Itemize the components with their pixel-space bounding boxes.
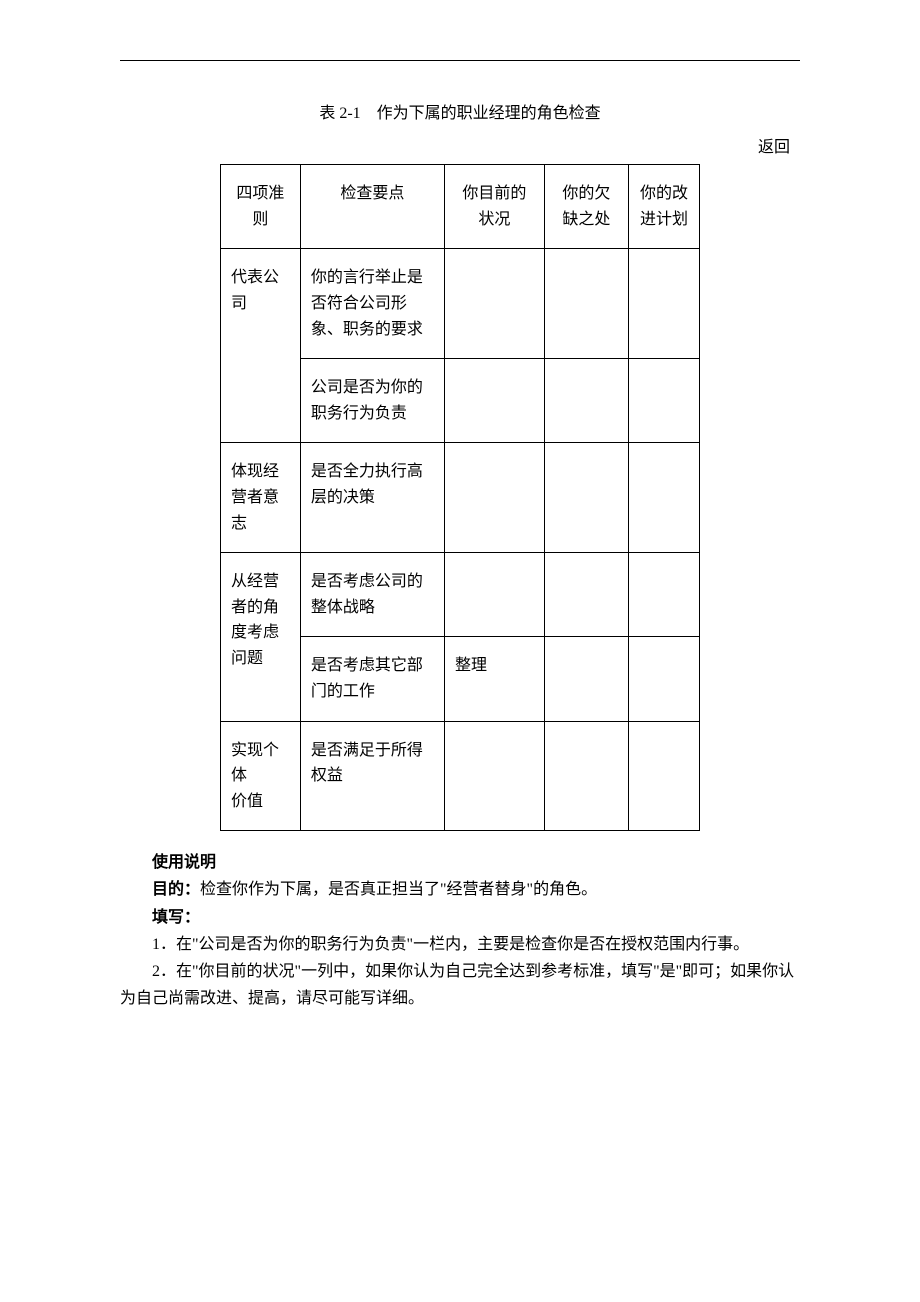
cell-current — [444, 443, 544, 553]
role-check-table: 四项准则 检查要点 你目前的状况 你的欠缺之处 你的改进计划 代表公司 你的言行… — [220, 164, 700, 831]
table-row: 体现经营者意志 是否全力执行高层的决策 — [221, 443, 700, 553]
table-row: 实现个体 价值 是否满足于所得权益 — [221, 721, 700, 831]
instructions-heading: 使用说明 — [120, 849, 800, 876]
cell-shortfall — [544, 359, 628, 443]
cell-current — [444, 721, 544, 831]
page-title: 表 2-1 作为下属的职业经理的角色检查 — [120, 101, 800, 127]
table-row: 代表公司 你的言行举止是否符合公司形象、职务的要求 — [221, 249, 700, 359]
cell-plan — [629, 721, 700, 831]
header-checkpoint: 检查要点 — [300, 165, 444, 249]
table-container: 四项准则 检查要点 你目前的状况 你的欠缺之处 你的改进计划 代表公司 你的言行… — [120, 164, 800, 831]
cell-current — [444, 359, 544, 443]
cell-criteria: 体现经营者意志 — [221, 443, 301, 553]
cell-plan — [629, 249, 700, 359]
cell-checkpoint: 是否全力执行高层的决策 — [300, 443, 444, 553]
cell-checkpoint: 公司是否为你的职务行为负责 — [300, 359, 444, 443]
cell-shortfall — [544, 553, 628, 637]
purpose-line: 目的：检查你作为下属，是否真正担当了"经营者替身"的角色。 — [120, 876, 800, 903]
cell-checkpoint: 是否满足于所得权益 — [300, 721, 444, 831]
header-plan: 你的改进计划 — [629, 165, 700, 249]
table-header-row: 四项准则 检查要点 你目前的状况 你的欠缺之处 你的改进计划 — [221, 165, 700, 249]
purpose-label: 目的： — [152, 881, 200, 898]
cell-plan — [629, 553, 700, 637]
instructions-section: 使用说明 目的：检查你作为下属，是否真正担当了"经营者替身"的角色。 填写： 1… — [120, 849, 800, 1012]
cell-plan — [629, 637, 700, 721]
cell-shortfall — [544, 721, 628, 831]
back-link[interactable]: 返回 — [120, 135, 800, 161]
table-row: 从经营者的角度考虑问题 是否考虑公司的整体战略 — [221, 553, 700, 637]
instruction-item-1: 1．在"公司是否为你的职务行为负责"一栏内，主要是检查你是否在授权范围内行事。 — [120, 931, 800, 958]
cell-plan — [629, 359, 700, 443]
cell-shortfall — [544, 249, 628, 359]
header-current: 你目前的状况 — [444, 165, 544, 249]
cell-current: 整理 — [444, 637, 544, 721]
purpose-text: 检查你作为下属，是否真正担当了"经营者替身"的角色。 — [200, 881, 597, 898]
cell-shortfall — [544, 637, 628, 721]
cell-checkpoint: 是否考虑公司的整体战略 — [300, 553, 444, 637]
cell-plan — [629, 443, 700, 553]
instruction-item-2: 2．在"你目前的状况"一列中，如果你认为自己完全达到参考标准，填写"是"即可；如… — [120, 958, 800, 1012]
fill-label: 填写： — [120, 904, 800, 931]
cell-checkpoint: 你的言行举止是否符合公司形象、职务的要求 — [300, 249, 444, 359]
cell-criteria: 从经营者的角度考虑问题 — [221, 553, 301, 721]
header-criteria: 四项准则 — [221, 165, 301, 249]
cell-shortfall — [544, 443, 628, 553]
top-divider — [120, 60, 800, 61]
header-shortfall: 你的欠缺之处 — [544, 165, 628, 249]
cell-current — [444, 553, 544, 637]
cell-criteria: 实现个体 价值 — [221, 721, 301, 831]
cell-checkpoint: 是否考虑其它部门的工作 — [300, 637, 444, 721]
cell-criteria: 代表公司 — [221, 249, 301, 443]
cell-current — [444, 249, 544, 359]
